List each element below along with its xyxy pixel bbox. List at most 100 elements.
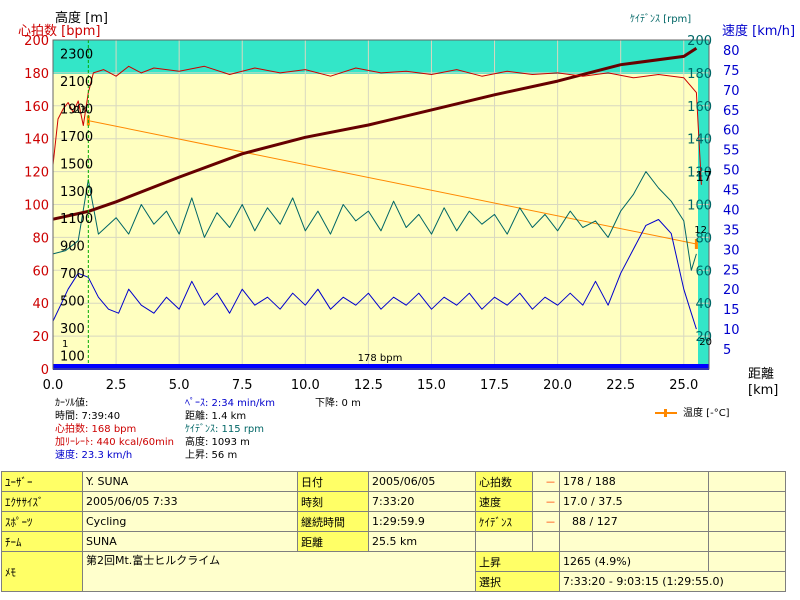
hr-bar-label: 178 bpm — [358, 353, 403, 364]
table-row: ﾕｰｻﾞｰ Y. SUNA 日付 2005/06/05 心拍数 － 178 / … — [1, 471, 786, 492]
hr-tick-label: 60 — [32, 264, 49, 279]
hr-label: 心拍数 — [475, 471, 533, 492]
altitude-tick-label: 2100 — [60, 75, 93, 90]
date-label: 日付 — [297, 471, 369, 492]
altitude-tick-label: 2300 — [60, 48, 93, 63]
exercise-label: ｴｸｻｻｲｽﾞ — [1, 491, 83, 512]
stat-cursor-label: ｶｰｿﾙ値: — [55, 398, 89, 409]
x-tick-label: 25.0 — [669, 378, 698, 393]
x-tick-label: 17.5 — [480, 378, 509, 393]
x-tick-label: 12.5 — [354, 378, 383, 393]
cadence-tick-label: 60 — [695, 264, 712, 279]
heart-rate-chart: 178 bpm 0.0 2.5 5.0 7.5 10.0 12.5 15.0 17.5 20.0… — [18, 10, 795, 398]
date-value[interactable]: 2005/06/05 — [368, 471, 476, 492]
cursor-label: 23 — [74, 105, 87, 116]
speed-tick-label: 15 — [723, 303, 740, 318]
hr-tick-label: 40 — [32, 297, 49, 312]
series-line-heart_rate — [52, 65, 702, 185]
cadence-value[interactable]: 88 / 127 — [559, 511, 709, 532]
temperature-legend-swatch — [655, 409, 677, 417]
stat-pace: ﾍﾟｰｽ: 2:34 min/km — [185, 398, 275, 409]
altitude-tick-label: 300 — [60, 322, 85, 337]
hr-tick-label: 160 — [24, 100, 49, 115]
stat-heart-rate: 心拍数: 168 bpm — [55, 424, 137, 435]
speed-tick-label: 35 — [723, 223, 740, 238]
hr-status-bar — [53, 364, 709, 370]
speed-value[interactable]: 17.0 / 37.5 — [559, 491, 709, 512]
hr-tick-label: 20 — [32, 330, 49, 345]
x-tick-label: 2.5 — [106, 378, 127, 393]
table-row: ｴｸｻｻｲｽﾞ 2005/06/05 7:33 時刻 7:33:20 速度 － … — [1, 491, 786, 512]
exercise-value[interactable]: 2005/06/05 7:33 — [82, 491, 298, 512]
cadence-tick-label: 140 — [687, 133, 712, 148]
clock-label: 時刻 — [297, 491, 369, 512]
x-tick-label: 7.5 — [232, 378, 253, 393]
memo-label: ﾒﾓ — [1, 551, 83, 592]
empty-cell — [708, 531, 786, 552]
altitude-tick-label: 1100 — [60, 212, 93, 227]
cursor-label: 1 — [62, 339, 68, 350]
stat-distance: 距離: 1.4 km — [185, 411, 247, 422]
cadence-tick-label: 80 — [695, 231, 712, 246]
altitude-axis-title: 高度 [m] — [55, 10, 108, 26]
right-edge-label: 17 — [695, 170, 712, 185]
series-line-speed — [52, 219, 697, 330]
right-edge-label: 12 — [694, 225, 707, 236]
x-tick-label: 22.5 — [606, 378, 635, 393]
hr-value[interactable]: 178 / 188 — [559, 471, 709, 492]
cadence-tick-label: 40 — [695, 297, 712, 312]
temperature-marker — [694, 238, 698, 249]
heart-rate-axis-title: 心拍数 [bpm] — [18, 24, 100, 39]
selection-value[interactable]: 7:33:20 - 9:03:15 (1:29:55.0) — [559, 571, 786, 592]
clock-value[interactable]: 7:33:20 — [368, 491, 476, 512]
empty-cell — [559, 531, 709, 552]
team-value[interactable]: SUNA — [82, 531, 298, 552]
stat-time: 時間: 7:39:40 — [55, 411, 121, 422]
distance-axis-title-2: [km] — [748, 383, 778, 398]
session-info-table: ﾕｰｻﾞｰ Y. SUNA 日付 2005/06/05 心拍数 － 178 / … — [1, 471, 786, 592]
selection-label: 選択 — [475, 571, 560, 592]
table-row: ﾁｰﾑ SUNA 距離 25.5 km — [1, 531, 786, 552]
series-line-altitude — [52, 46, 698, 221]
altitude-tick-label: 700 — [60, 267, 85, 282]
ascent-value[interactable]: 1265 (4.9%) — [559, 551, 709, 572]
ticks-layer: 0.0 2.5 5.0 7.5 10.0 12.5 15.0 17.5 20.0 22.5 25.0… — [24, 34, 739, 393]
table-row: ﾒﾓ 第2回Mt.富士ヒルクライム 上昇 1265 (4.9%) — [1, 551, 786, 592]
ascent-extra — [708, 551, 786, 572]
speed-tick-label: 80 — [723, 44, 740, 59]
x-tick-label: 15.0 — [417, 378, 446, 393]
duration-label: 継続時間 — [297, 511, 369, 532]
distance-value[interactable]: 25.5 km — [368, 531, 476, 552]
memo-value[interactable]: 第2回Mt.富士ヒルクライム — [82, 551, 476, 592]
altitude-tick-label: 500 — [60, 294, 85, 309]
sport-value[interactable]: Cycling — [82, 511, 298, 532]
duration-value[interactable]: 1:29:59.9 — [368, 511, 476, 532]
speed-tick-label: 70 — [723, 84, 740, 99]
cadence-tick-label: 100 — [687, 199, 712, 214]
speed-tick-label: 20 — [723, 283, 740, 298]
speed-tick-label: 5 — [723, 343, 731, 358]
cadence-tick-label: 200 — [687, 34, 712, 49]
ascent-label: 上昇 — [475, 551, 560, 572]
hr-extra — [708, 471, 786, 492]
speed-tick-label: 50 — [723, 164, 740, 179]
x-tick-label: 20.0 — [543, 378, 572, 393]
speed-axis-title: 速度 [km/h] — [722, 23, 795, 39]
cadence-tick-label: 120 — [687, 166, 712, 181]
speed-tick-label: 25 — [723, 263, 740, 278]
distance-axis-title-1: 距離 — [748, 367, 774, 382]
speed-tick-label: 30 — [723, 243, 740, 258]
stat-cadence: ｹｲﾃﾞﾝｽ: 115 rpm — [185, 424, 265, 435]
hr-tick-label: 100 — [24, 199, 49, 214]
hr-tick-label: 120 — [24, 166, 49, 181]
speed-tick-label: 65 — [723, 104, 740, 119]
x-tick-label: 0.0 — [43, 378, 64, 393]
altitude-tick-label: 1700 — [60, 130, 93, 145]
x-tick-label: 10.0 — [291, 378, 320, 393]
speed-tick-label: 10 — [723, 323, 740, 338]
cadence-tick-label: 20 — [695, 330, 712, 345]
cadence-tick-label: 160 — [687, 100, 712, 115]
user-value[interactable]: Y. SUNA — [82, 471, 298, 492]
speed-tick-label: 45 — [723, 184, 740, 199]
stat-descent: 下降: 0 m — [315, 398, 361, 409]
